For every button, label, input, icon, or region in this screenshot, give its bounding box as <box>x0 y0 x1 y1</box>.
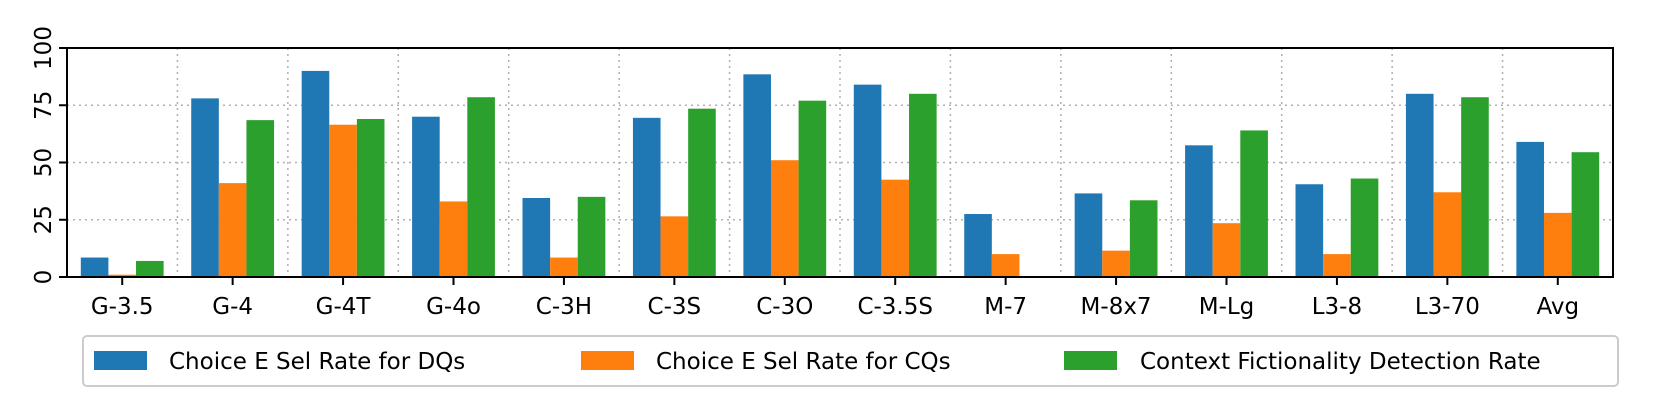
bar <box>1406 94 1434 277</box>
x-axis: G-3.5 G-4 G-4T G-4o C-3H C-3S C-3O C-3.5S M-7 M-8… <box>91 277 1579 320</box>
x-tick-label: C-3H <box>536 294 592 320</box>
x-tick-label: Avg <box>1536 294 1579 320</box>
bar <box>136 261 164 277</box>
legend-label-detection: Context Fictionality Detection Rate <box>1140 349 1541 375</box>
bar <box>799 101 827 277</box>
x-tick-label: G-4T <box>316 294 372 320</box>
bar <box>881 180 909 277</box>
bar <box>523 198 551 277</box>
bar <box>302 71 330 277</box>
legend-swatch-cqs <box>581 351 634 370</box>
y-tick-label: 50 <box>31 148 57 177</box>
bar <box>246 120 274 277</box>
bar <box>467 97 495 277</box>
bar <box>1213 223 1241 277</box>
bar <box>1323 254 1351 277</box>
legend-label-dqs: Choice E Sel Rate for DQs <box>169 349 465 375</box>
y-axis: 0 25 50 75 100 <box>31 26 67 284</box>
x-tick-label: C-3.5S <box>857 294 933 320</box>
x-tick-label: M-7 <box>984 294 1027 320</box>
bar <box>1516 142 1544 277</box>
grid-lines <box>67 48 1613 277</box>
legend-swatch-detection <box>1064 351 1117 370</box>
y-tick-label: 25 <box>31 205 57 234</box>
bar <box>1102 251 1130 277</box>
bar <box>964 214 992 277</box>
legend: Choice E Sel Rate for DQs Choice E Sel R… <box>83 336 1618 386</box>
x-tick-label: C-3O <box>756 294 813 320</box>
legend-swatch-dqs <box>94 351 147 370</box>
x-tick-label: G-3.5 <box>91 294 154 320</box>
legend-label-cqs: Choice E Sel Rate for CQs <box>656 349 951 375</box>
bar <box>688 109 716 277</box>
x-tick-label: C-3S <box>648 294 702 320</box>
bar <box>661 216 689 277</box>
x-tick-label: G-4 <box>212 294 253 320</box>
bar <box>992 254 1020 277</box>
y-tick-label: 100 <box>31 26 57 70</box>
bar <box>81 258 109 277</box>
bar <box>633 118 661 277</box>
bar <box>1075 193 1103 277</box>
bar <box>1572 152 1600 277</box>
bar <box>1296 184 1324 277</box>
bar <box>909 94 937 277</box>
bar <box>357 119 385 277</box>
bar <box>412 117 440 277</box>
bar <box>1130 200 1158 277</box>
bar <box>1351 179 1379 277</box>
x-tick-label: L3-70 <box>1415 294 1480 320</box>
x-tick-label: M-Lg <box>1199 294 1255 320</box>
bar <box>1461 97 1489 277</box>
bar <box>329 125 357 277</box>
bar <box>191 98 219 277</box>
bar <box>1544 213 1572 277</box>
bar <box>550 258 578 277</box>
bar <box>440 201 468 277</box>
bar <box>1240 130 1268 277</box>
y-tick-label: 0 <box>31 270 57 285</box>
bar <box>1434 192 1462 277</box>
bar <box>743 74 771 277</box>
bar <box>578 197 606 277</box>
y-tick-label: 75 <box>31 91 57 120</box>
x-tick-label: G-4o <box>426 294 481 320</box>
bar <box>219 183 247 277</box>
bar <box>1185 145 1213 277</box>
bar <box>771 160 799 277</box>
bar <box>854 85 882 277</box>
x-tick-label: M-8x7 <box>1081 294 1152 320</box>
x-tick-label: L3-8 <box>1312 294 1362 320</box>
